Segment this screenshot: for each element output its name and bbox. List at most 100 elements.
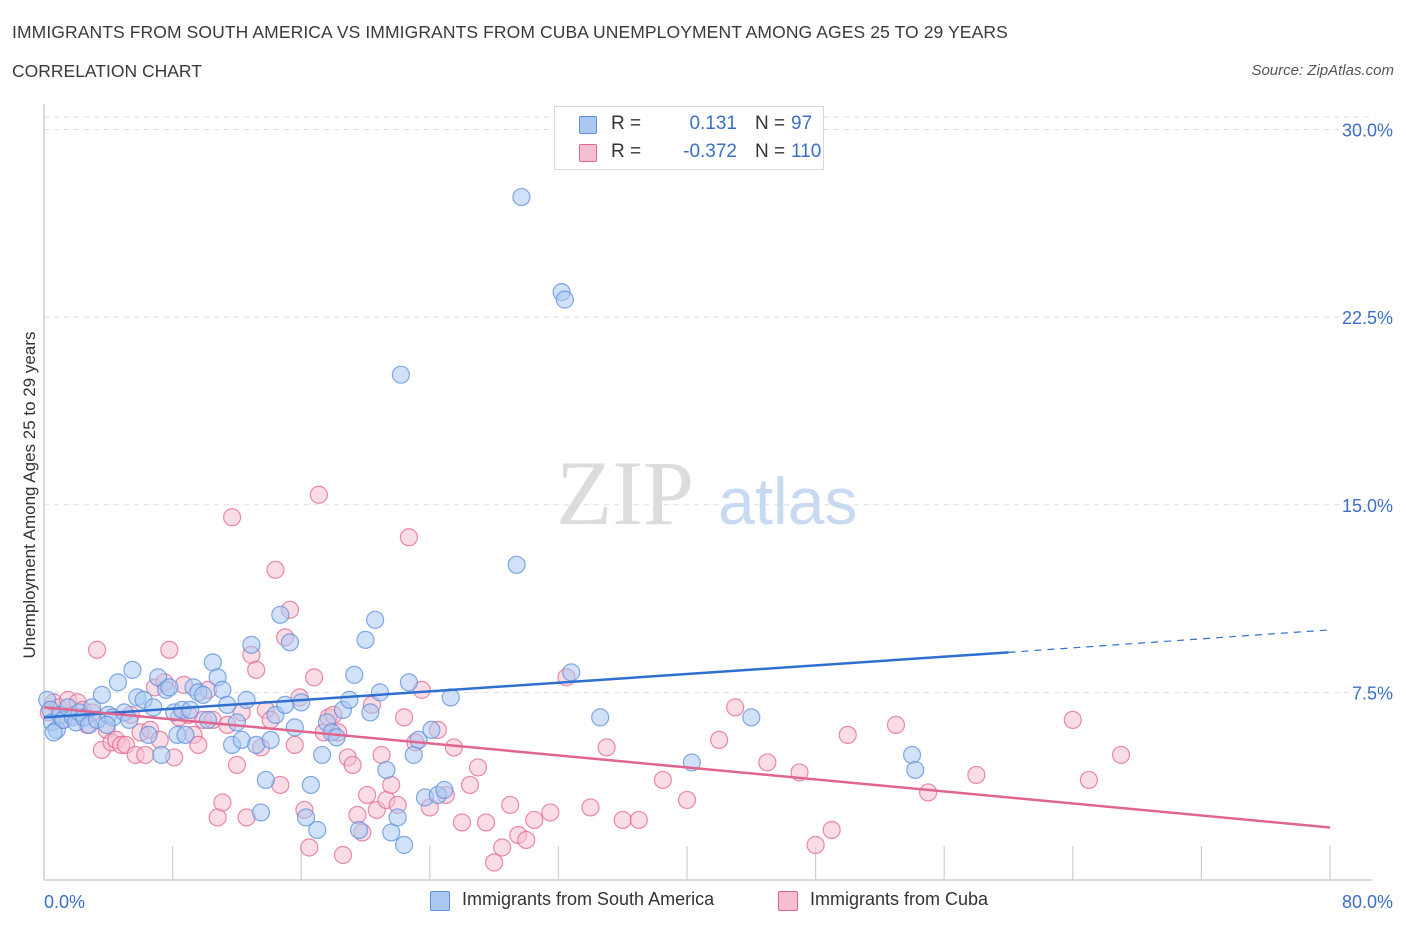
y-tick-labels: 7.5% 15.0% 22.5% 30.0%	[1342, 121, 1393, 704]
point-cuba	[677, 790, 697, 810]
point-cuba	[806, 835, 825, 855]
watermark-zip: ZIP	[556, 442, 694, 544]
point-south-america	[237, 690, 256, 709]
point-cuba	[468, 758, 488, 777]
point-south-america	[366, 610, 385, 629]
point-south-america	[92, 685, 111, 704]
point-cuba	[517, 830, 536, 850]
point-south-america	[271, 605, 290, 624]
point-south-america	[160, 678, 179, 697]
point-cuba	[208, 808, 227, 827]
point-cuba	[967, 765, 986, 785]
point-south-america	[301, 775, 320, 795]
point-south-america	[144, 698, 163, 717]
point-south-america	[280, 633, 300, 652]
point-south-america	[213, 680, 232, 699]
point-cuba	[485, 853, 504, 872]
point-cuba	[160, 640, 179, 659]
y-tick-label: 30.0%	[1342, 121, 1393, 141]
point-south-america	[394, 835, 414, 855]
point-cuba	[333, 845, 353, 865]
point-south-america	[742, 708, 761, 727]
n-value: 110	[791, 141, 822, 162]
point-cuba	[136, 745, 155, 765]
point-south-america	[435, 780, 454, 800]
point-cuba	[452, 813, 472, 832]
point-cuba	[758, 753, 777, 772]
point-south-america	[356, 630, 375, 649]
point-cuba	[87, 640, 107, 659]
point-south-america	[194, 685, 213, 704]
point-south-america	[422, 720, 441, 740]
correlation-legend: R = 0.131 N = 97 R = -0.372 N = 110	[554, 106, 824, 170]
point-cuba	[653, 770, 672, 790]
point-south-america	[409, 730, 428, 750]
legend-label: Immigrants from Cuba	[810, 889, 989, 909]
point-south-america	[152, 745, 171, 765]
point-south-america	[203, 653, 222, 672]
point-cuba	[886, 715, 906, 734]
point-cuba	[394, 708, 414, 727]
point-south-america	[327, 728, 346, 747]
r-label: R =	[611, 141, 642, 162]
point-south-america	[227, 713, 246, 732]
point-cuba	[266, 560, 285, 579]
point-cuba	[581, 798, 600, 817]
point-cuba	[309, 485, 328, 504]
point-cuba	[919, 783, 938, 802]
point-cuba	[222, 508, 242, 527]
point-south-america	[370, 683, 390, 702]
point-south-america	[361, 703, 380, 722]
point-south-america	[349, 820, 369, 840]
point-south-america	[555, 290, 574, 309]
point-south-america	[181, 700, 200, 719]
y-tick-label: 15.0%	[1342, 496, 1393, 516]
r-value: 0.131	[689, 113, 737, 134]
point-south-america	[340, 690, 359, 709]
legend-swatch-south-america	[579, 116, 597, 134]
n-label: N =	[755, 113, 786, 134]
point-cuba	[399, 528, 419, 547]
n-value: 97	[791, 113, 813, 134]
y-tick-label: 7.5%	[1352, 683, 1393, 703]
legend-swatch-cuba	[579, 144, 597, 162]
point-south-america	[562, 663, 581, 682]
point-cuba	[460, 775, 480, 795]
trend-lines	[43, 629, 1331, 829]
point-cuba	[838, 725, 857, 745]
source-credit: Source: ZipAtlas.com	[1251, 62, 1394, 79]
x-tick-marks	[172, 846, 1331, 880]
legend-swatch-south-america	[430, 891, 450, 911]
chart-title: IMMIGRANTS FROM SOUTH AMERICA VS IMMIGRA…	[12, 22, 1008, 42]
trend-line-south-america	[43, 651, 1009, 719]
point-cuba	[629, 810, 648, 830]
point-cuba	[597, 738, 616, 757]
point-south-america	[198, 710, 218, 729]
point-south-america	[108, 673, 128, 692]
point-cuba	[1079, 770, 1098, 790]
r-label: R =	[611, 113, 642, 134]
point-south-america	[312, 745, 332, 765]
point-south-america	[377, 760, 396, 780]
point-south-america	[292, 693, 311, 712]
x-tick-label-max: 80.0%	[1342, 892, 1393, 912]
point-south-america	[507, 555, 526, 574]
point-south-america	[44, 723, 63, 742]
point-south-america	[276, 695, 295, 714]
point-south-america	[256, 770, 275, 790]
series-south-america-points	[38, 187, 925, 855]
r-value: -0.372	[683, 141, 737, 162]
point-cuba	[285, 735, 304, 755]
point-cuba	[304, 668, 324, 687]
point-cuba	[710, 730, 729, 750]
point-cuba	[189, 735, 208, 755]
trend-line-cuba	[43, 706, 1331, 829]
watermark: ZIP atlas	[556, 442, 857, 544]
point-south-america	[139, 725, 158, 745]
point-cuba	[382, 775, 401, 795]
point-south-america	[176, 725, 195, 745]
point-cuba	[372, 745, 391, 765]
point-cuba	[525, 810, 544, 830]
point-south-america	[308, 820, 327, 840]
